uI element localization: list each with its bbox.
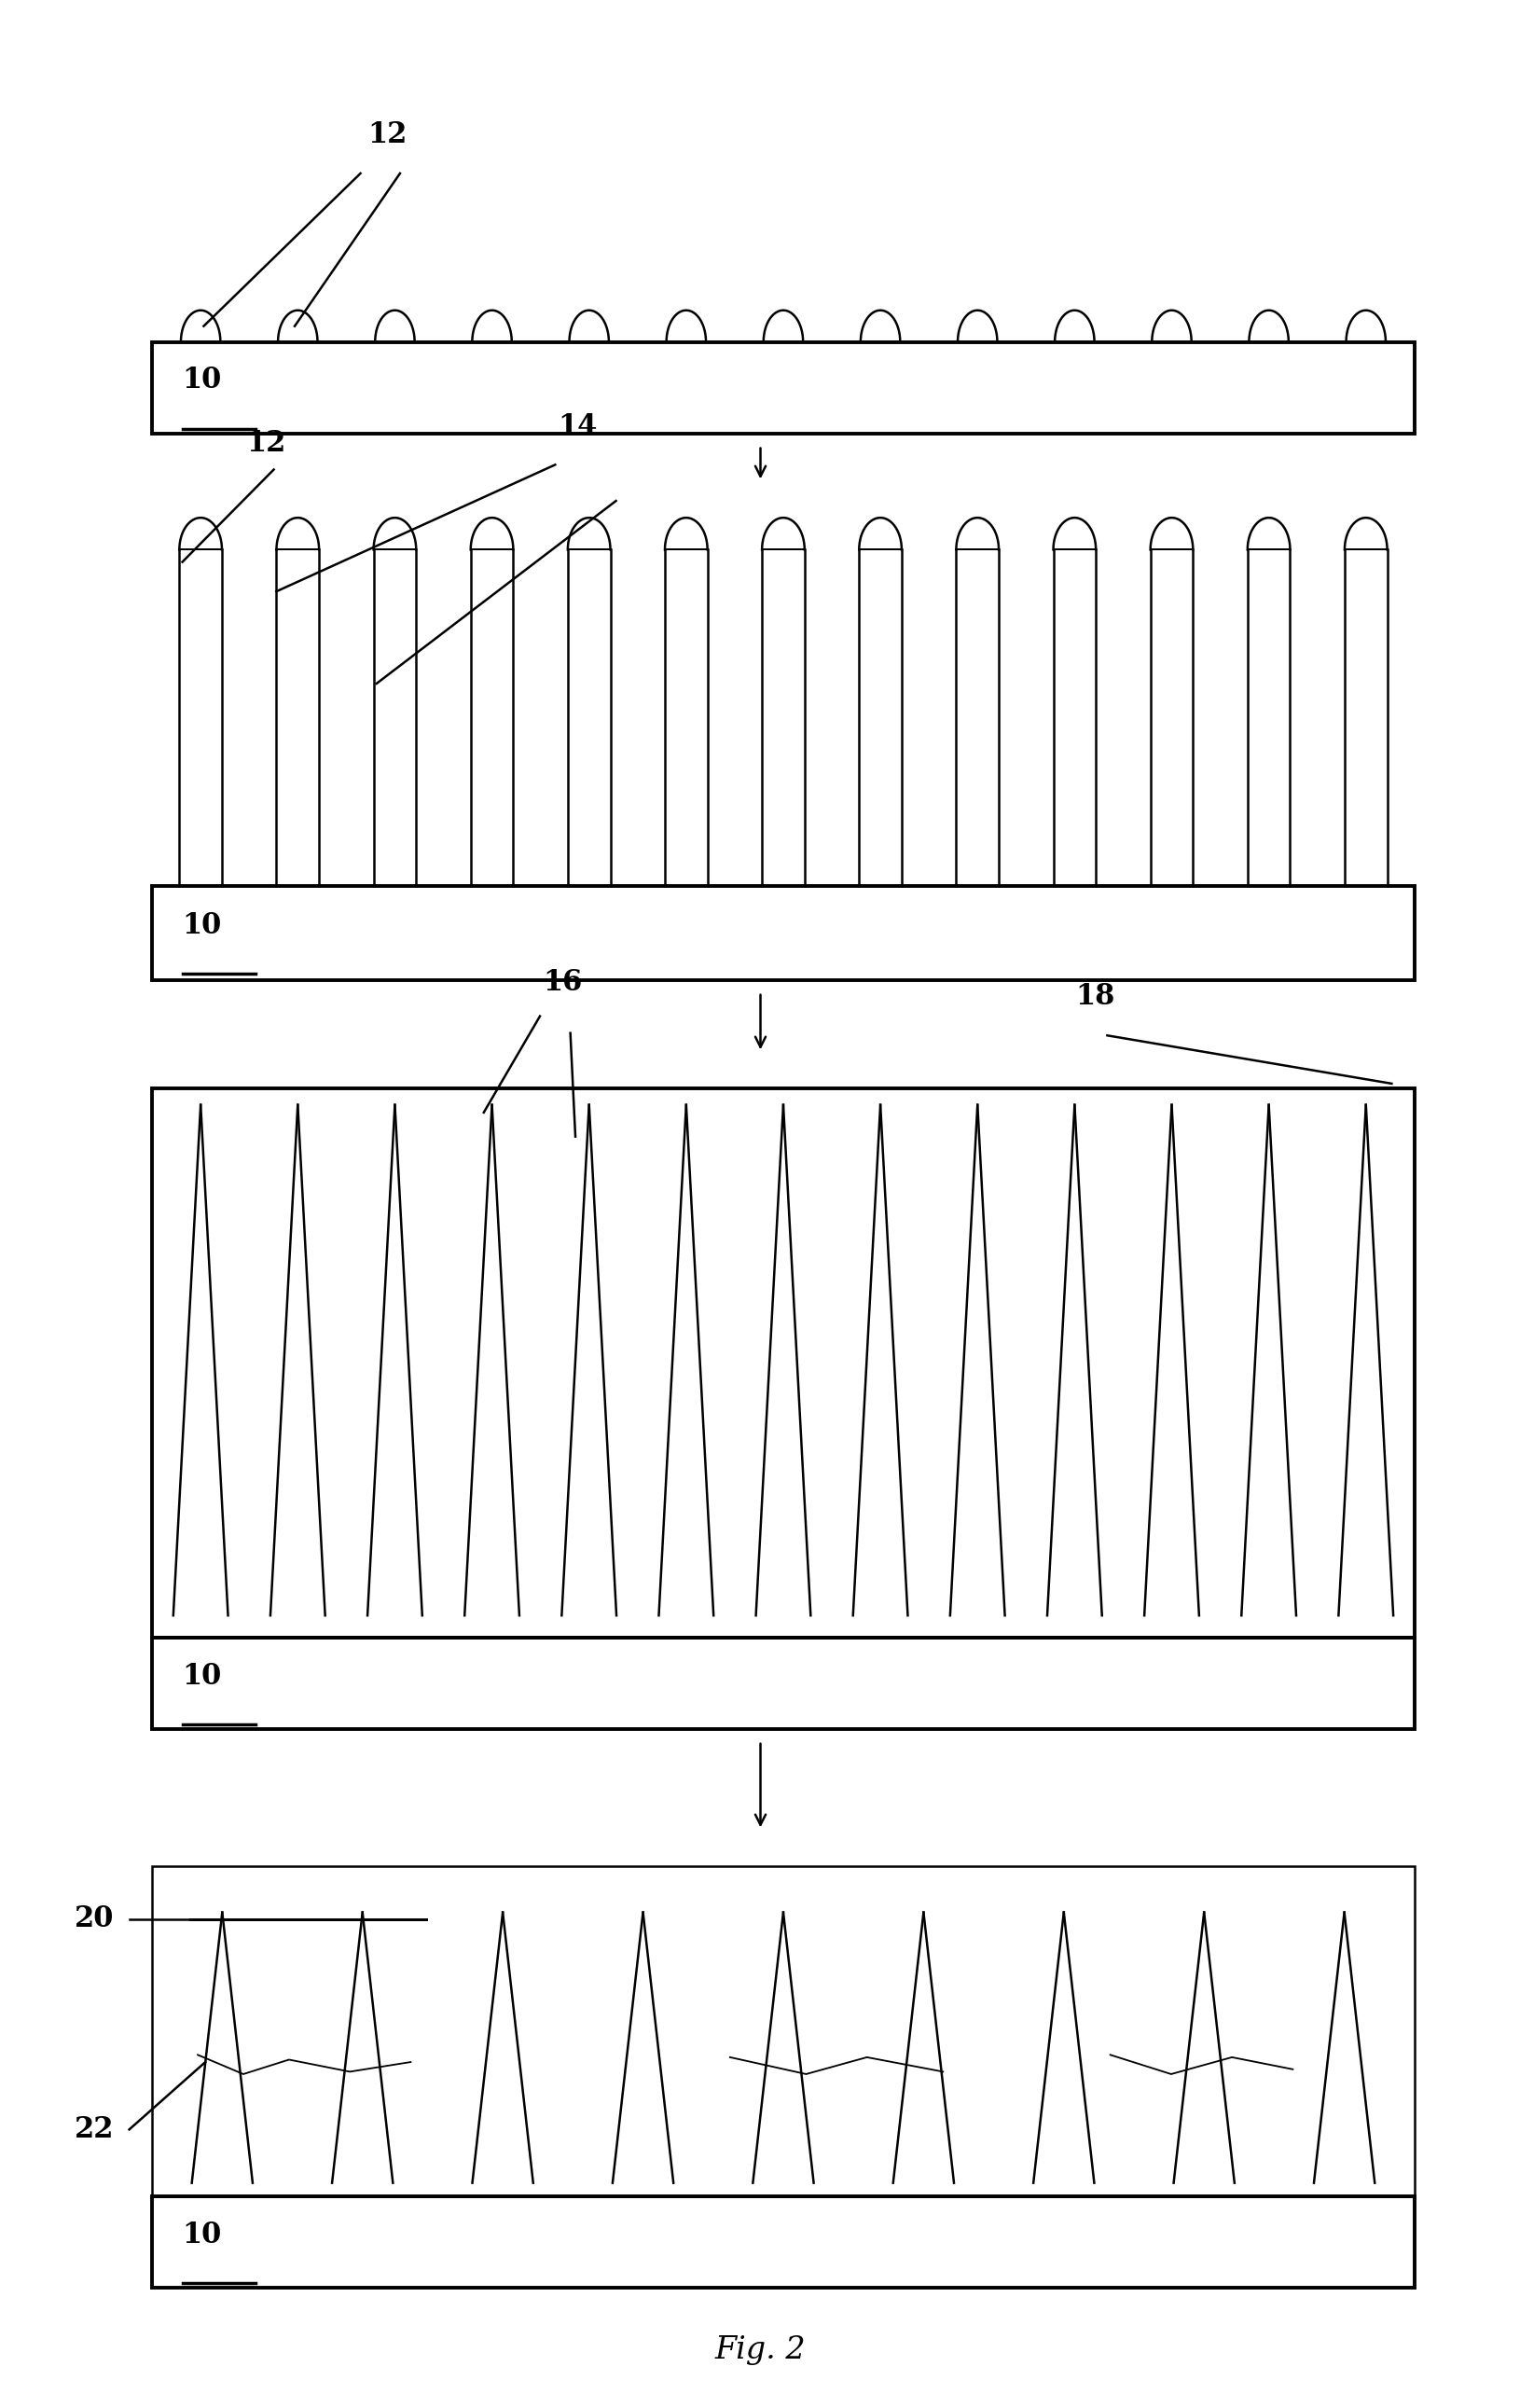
- Text: Fig. 2: Fig. 2: [714, 2336, 806, 2365]
- Text: 10: 10: [182, 910, 222, 942]
- Text: 10: 10: [182, 366, 222, 395]
- Bar: [152, 1866, 1414, 2196]
- Bar: [152, 342, 1414, 433]
- Bar: [152, 886, 1414, 980]
- Text: 18: 18: [1075, 982, 1114, 1011]
- Bar: [152, 2196, 1414, 2288]
- Text: 12: 12: [246, 429, 286, 458]
- Bar: [152, 1637, 1414, 1729]
- Bar: [152, 1088, 1414, 1637]
- Text: 10: 10: [182, 2220, 222, 2249]
- Text: 10: 10: [182, 1662, 222, 1690]
- Text: 16: 16: [543, 968, 582, 997]
- Text: 12: 12: [368, 120, 407, 149]
- Text: 20: 20: [74, 1905, 114, 1934]
- Text: 22: 22: [74, 2114, 114, 2143]
- Text: 14: 14: [558, 412, 597, 441]
